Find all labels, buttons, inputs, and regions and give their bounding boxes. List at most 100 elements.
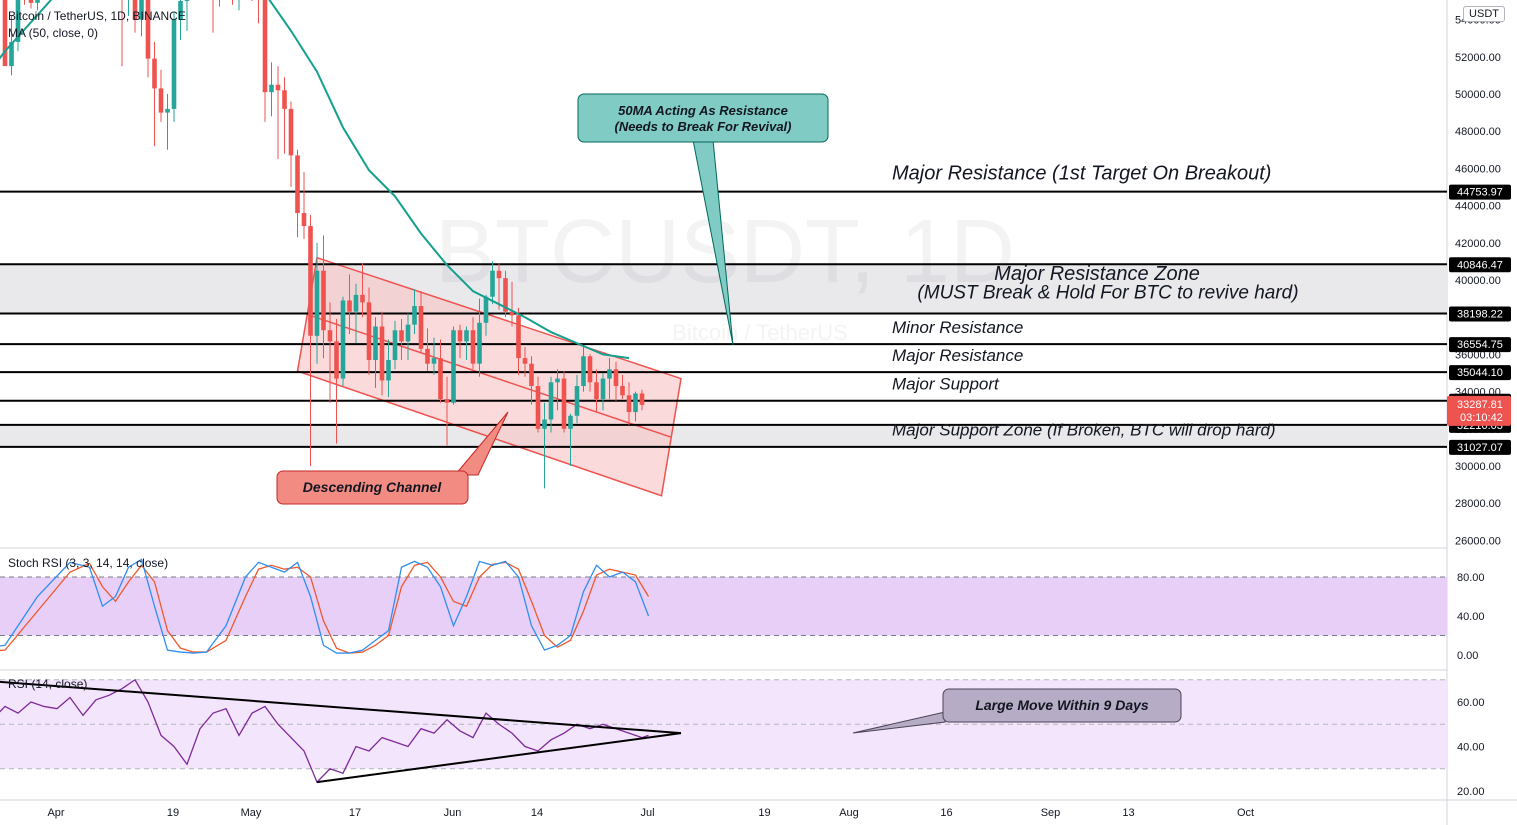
- rsi-legend[interactable]: RSI (14, close): [8, 677, 87, 691]
- candle[interactable]: [386, 339, 391, 398]
- candle[interactable]: [542, 402, 547, 489]
- candle[interactable]: [620, 374, 625, 400]
- candle[interactable]: [230, 0, 235, 5]
- candle[interactable]: [405, 313, 411, 360]
- candle-body: [405, 324, 411, 342]
- candle[interactable]: [120, 0, 125, 67]
- candle[interactable]: [425, 328, 430, 372]
- candle[interactable]: [412, 289, 417, 334]
- ma50-line[interactable]: [0, 0, 630, 360]
- price-tick-label: 28000.00: [1455, 498, 1501, 510]
- candle[interactable]: [282, 77, 287, 154]
- candle[interactable]: [522, 346, 528, 377]
- candle[interactable]: [250, 0, 255, 1]
- candle[interactable]: [126, 0, 131, 16]
- candle[interactable]: [379, 311, 385, 396]
- stoch-rsi-legend[interactable]: Stoch RSI (3, 3, 14, 14, close): [8, 556, 168, 570]
- candle[interactable]: [158, 69, 164, 122]
- candle[interactable]: [639, 389, 645, 411]
- candle[interactable]: [529, 356, 534, 405]
- candle[interactable]: [165, 94, 170, 150]
- candle[interactable]: [353, 283, 359, 344]
- callout-ma-resistance[interactable]: 50MA Acting As Resistance(Needs to Break…: [577, 93, 829, 346]
- callout-text: Descending Channel: [303, 479, 443, 495]
- candle[interactable]: [574, 374, 580, 424]
- candle[interactable]: [145, 0, 151, 78]
- candle[interactable]: [444, 376, 450, 446]
- candle[interactable]: [607, 358, 612, 400]
- candle[interactable]: [373, 317, 378, 388]
- candle[interactable]: [457, 324, 463, 359]
- candle[interactable]: [327, 302, 333, 403]
- candle[interactable]: [535, 376, 541, 433]
- candle[interactable]: [470, 317, 476, 370]
- candle[interactable]: [587, 354, 593, 392]
- candle[interactable]: [9, 15, 14, 76]
- candle[interactable]: [464, 326, 469, 360]
- callout-text: Large Move Within 9 Days: [975, 697, 1149, 713]
- candle[interactable]: [132, 0, 138, 33]
- candle[interactable]: [613, 361, 619, 401]
- candle[interactable]: [28, 0, 34, 9]
- candle[interactable]: [490, 261, 495, 305]
- candle[interactable]: [503, 270, 508, 318]
- candle[interactable]: [184, 0, 190, 31]
- candle[interactable]: [477, 298, 482, 377]
- candle[interactable]: [2, 0, 8, 67]
- rsi-trendline-lower[interactable]: [316, 732, 682, 784]
- symbol-title[interactable]: Bitcoin / TetherUS, 1D, BINANCE: [8, 9, 186, 23]
- descending-channel[interactable]: [296, 256, 682, 497]
- candle[interactable]: [237, 0, 242, 11]
- candle[interactable]: [626, 382, 632, 426]
- candle[interactable]: [347, 274, 352, 334]
- candle[interactable]: [211, 0, 216, 33]
- candle[interactable]: [392, 320, 398, 370]
- candle[interactable]: [178, 0, 183, 41]
- candle[interactable]: [262, 0, 268, 122]
- candle[interactable]: [360, 263, 365, 318]
- rsi-trendline-upper[interactable]: [0, 680, 682, 735]
- candle[interactable]: [295, 149, 300, 238]
- candle[interactable]: [152, 41, 157, 147]
- candle[interactable]: [548, 376, 554, 433]
- candle[interactable]: [301, 172, 307, 240]
- candle[interactable]: [418, 291, 424, 353]
- candle[interactable]: [308, 214, 313, 466]
- candle[interactable]: [581, 345, 586, 392]
- candle[interactable]: [594, 369, 599, 413]
- callout-rsi-large-move[interactable]: Large Move Within 9 Days: [852, 688, 1182, 734]
- candle[interactable]: [139, 0, 144, 37]
- candle[interactable]: [334, 319, 339, 444]
- candle[interactable]: [340, 296, 346, 387]
- candle[interactable]: [438, 339, 443, 403]
- candle[interactable]: [314, 242, 320, 364]
- candle[interactable]: [600, 373, 606, 411]
- candle[interactable]: [321, 235, 326, 359]
- candle[interactable]: [496, 263, 502, 310]
- candle[interactable]: [568, 413, 573, 466]
- candle[interactable]: [269, 62, 274, 117]
- candle[interactable]: [516, 307, 521, 375]
- stoch-k-line[interactable]: [0, 558, 650, 654]
- candle[interactable]: [561, 371, 567, 433]
- candle[interactable]: [399, 319, 404, 360]
- candle[interactable]: [256, 0, 261, 24]
- candle[interactable]: [171, 12, 177, 122]
- candle[interactable]: [633, 391, 638, 422]
- ma-legend[interactable]: MA (50, close, 0): [8, 26, 99, 40]
- candle[interactable]: [275, 66, 281, 160]
- candle[interactable]: [22, 0, 27, 5]
- candle[interactable]: [35, 0, 40, 11]
- candle[interactable]: [483, 294, 489, 336]
- callout-descending-channel[interactable]: Descending Channel: [276, 411, 509, 505]
- candle[interactable]: [217, 0, 222, 7]
- candle[interactable]: [555, 369, 560, 411]
- candle[interactable]: [15, 0, 21, 52]
- currency-button[interactable]: USDT: [1463, 6, 1505, 22]
- candle[interactable]: [288, 101, 294, 187]
- candle[interactable]: [366, 287, 372, 375]
- candle[interactable]: [431, 337, 437, 375]
- candle[interactable]: [509, 281, 515, 327]
- candle[interactable]: [451, 326, 456, 405]
